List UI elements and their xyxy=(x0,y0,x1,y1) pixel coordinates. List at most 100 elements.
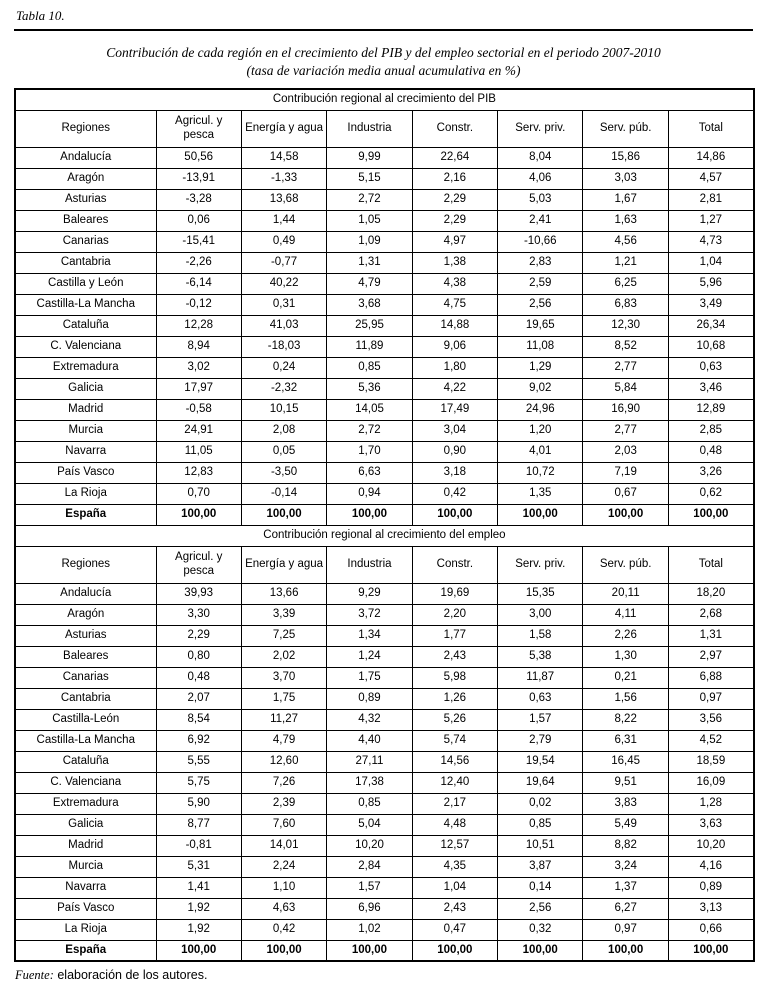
value-cell: 12,57 xyxy=(411,834,499,857)
value-cell: 8,94 xyxy=(155,335,242,358)
region-cell: Galicia xyxy=(14,377,157,400)
region-cell: Murcia xyxy=(14,855,157,878)
value-cell: 5,96 xyxy=(667,272,755,295)
table-row: Cantabria 2,07 1,75 0,89 1,26 0,63 1,56 0,97 xyxy=(14,687,755,710)
value-cell: 14,56 xyxy=(411,750,499,773)
value-cell: 0,62 xyxy=(667,482,755,505)
table-row: Asturias -3,28 13,68 2,72 2,29 5,03 1,67 2,81 xyxy=(14,188,755,211)
value-cell: 100,00 xyxy=(326,939,413,962)
table-row: Andalucía 39,93 13,66 9,29 19,69 15,35 20,11 18… xyxy=(14,582,755,605)
value-cell: 2,29 xyxy=(155,624,242,647)
table-row: Extremadura 5,90 2,39 0,85 2,17 0,02 3,83 1,28 xyxy=(14,792,755,815)
value-cell: 1,92 xyxy=(155,897,242,920)
value-cell: -3,50 xyxy=(240,461,328,484)
value-cell: 1,27 xyxy=(667,209,755,232)
table-row: C. Valenciana 5,75 7,26 17,38 12,40 19,64 9,51… xyxy=(14,771,755,794)
section-title-row: Contribución regional al crecimiento del… xyxy=(14,88,755,111)
value-cell: 1,34 xyxy=(326,624,413,647)
value-cell: 0,49 xyxy=(240,230,328,253)
value-cell: 4,97 xyxy=(411,230,499,253)
region-cell: Aragón xyxy=(14,167,157,190)
value-cell: 0,63 xyxy=(497,687,584,710)
region-cell: País Vasco xyxy=(14,461,157,484)
value-cell: 41,03 xyxy=(240,314,328,337)
value-cell: 2,16 xyxy=(411,167,499,190)
value-cell: 2,85 xyxy=(667,419,755,442)
value-cell: 2,20 xyxy=(411,603,499,626)
value-cell: 1,02 xyxy=(326,918,413,941)
value-cell: 11,89 xyxy=(326,335,413,358)
value-cell: 8,04 xyxy=(497,146,584,169)
column-header: Industria xyxy=(326,545,413,584)
table-label: Tabla 10. xyxy=(16,8,65,23)
column-header: Serv. priv. xyxy=(497,109,584,148)
region-cell: Cataluña xyxy=(14,750,157,773)
value-cell: -6,14 xyxy=(155,272,242,295)
value-cell: 3,02 xyxy=(155,356,242,379)
value-cell: 100,00 xyxy=(240,939,328,962)
value-cell: 1,24 xyxy=(326,645,413,668)
table-row: Madrid -0,58 10,15 14,05 17,49 24,96 16,90 12,8… xyxy=(14,398,755,421)
table-row: España 100,00 100,00 100,00 100,00 100,00 100,… xyxy=(14,939,755,962)
value-cell: 1,30 xyxy=(582,645,669,668)
value-cell: 3,63 xyxy=(667,813,755,836)
value-cell: 100,00 xyxy=(667,503,755,526)
value-cell: 4,57 xyxy=(667,167,755,190)
value-cell: 0,97 xyxy=(667,687,755,710)
value-cell: 1,57 xyxy=(326,876,413,899)
value-cell: 5,04 xyxy=(326,813,413,836)
value-cell: 1,04 xyxy=(411,876,499,899)
value-cell: 2,24 xyxy=(240,855,328,878)
section-title-row: Contribución regional al crecimiento del… xyxy=(14,524,755,547)
value-cell: 0,21 xyxy=(582,666,669,689)
value-cell: 22,64 xyxy=(411,146,499,169)
value-cell: 9,02 xyxy=(497,377,584,400)
value-cell: 4,16 xyxy=(667,855,755,878)
value-cell: 1,21 xyxy=(582,251,669,274)
value-cell: 2,02 xyxy=(240,645,328,668)
value-cell: -18,03 xyxy=(240,335,328,358)
region-cell: Cantabria xyxy=(14,251,157,274)
value-cell: 19,64 xyxy=(497,771,584,794)
value-cell: 12,83 xyxy=(155,461,242,484)
table-row: Navarra 11,05 0,05 1,70 0,90 4,01 2,03 0,48 xyxy=(14,440,755,463)
value-cell: 9,29 xyxy=(326,582,413,605)
region-cell: Baleares xyxy=(14,209,157,232)
column-header: Total xyxy=(667,109,755,148)
value-cell: 100,00 xyxy=(411,939,499,962)
value-cell: 3,18 xyxy=(411,461,499,484)
value-cell: 0,05 xyxy=(240,440,328,463)
value-cell: 2,79 xyxy=(497,729,584,752)
column-header: Total xyxy=(667,545,755,584)
column-header: Energía y agua xyxy=(240,109,328,148)
value-cell: 3,24 xyxy=(582,855,669,878)
value-cell: 5,98 xyxy=(411,666,499,689)
value-cell: -0,77 xyxy=(240,251,328,274)
value-cell: 2,56 xyxy=(497,293,584,316)
value-cell: 12,30 xyxy=(582,314,669,337)
value-cell: 100,00 xyxy=(155,939,242,962)
value-cell: 5,15 xyxy=(326,167,413,190)
value-cell: 2,29 xyxy=(411,209,499,232)
table-row: España 100,00 100,00 100,00 100,00 100,00 100,… xyxy=(14,503,755,526)
value-cell: 6,27 xyxy=(582,897,669,920)
value-cell: 100,00 xyxy=(582,939,669,962)
value-cell: 3,83 xyxy=(582,792,669,815)
table-row: Asturias 2,29 7,25 1,34 1,77 1,58 2,26 1,31 xyxy=(14,624,755,647)
value-cell: -0,58 xyxy=(155,398,242,421)
value-cell: 13,68 xyxy=(240,188,328,211)
value-cell: 13,66 xyxy=(240,582,328,605)
table-row: Castilla-León 8,54 11,27 4,32 5,26 1,57 8,22 3,… xyxy=(14,708,755,731)
value-cell: 1,57 xyxy=(497,708,584,731)
value-cell: 2,56 xyxy=(497,897,584,920)
column-header: Serv. púb. xyxy=(582,545,669,584)
value-cell: 2,77 xyxy=(582,419,669,442)
table-row: La Rioja 0,70 -0,14 0,94 0,42 1,35 0,67 0,62 xyxy=(14,482,755,505)
value-cell: 3,46 xyxy=(667,377,755,400)
column-header-row: Regiones Agricul. y pesca Energía y agua In… xyxy=(14,109,755,148)
table-row: Galicia 8,77 7,60 5,04 4,48 0,85 5,49 3,63 xyxy=(14,813,755,836)
value-cell: 9,51 xyxy=(582,771,669,794)
column-header: Agricul. y pesca xyxy=(155,545,242,584)
table-row: Canarias 0,48 3,70 1,75 5,98 11,87 0,21 6,88 xyxy=(14,666,755,689)
column-header: Regiones xyxy=(14,109,157,148)
